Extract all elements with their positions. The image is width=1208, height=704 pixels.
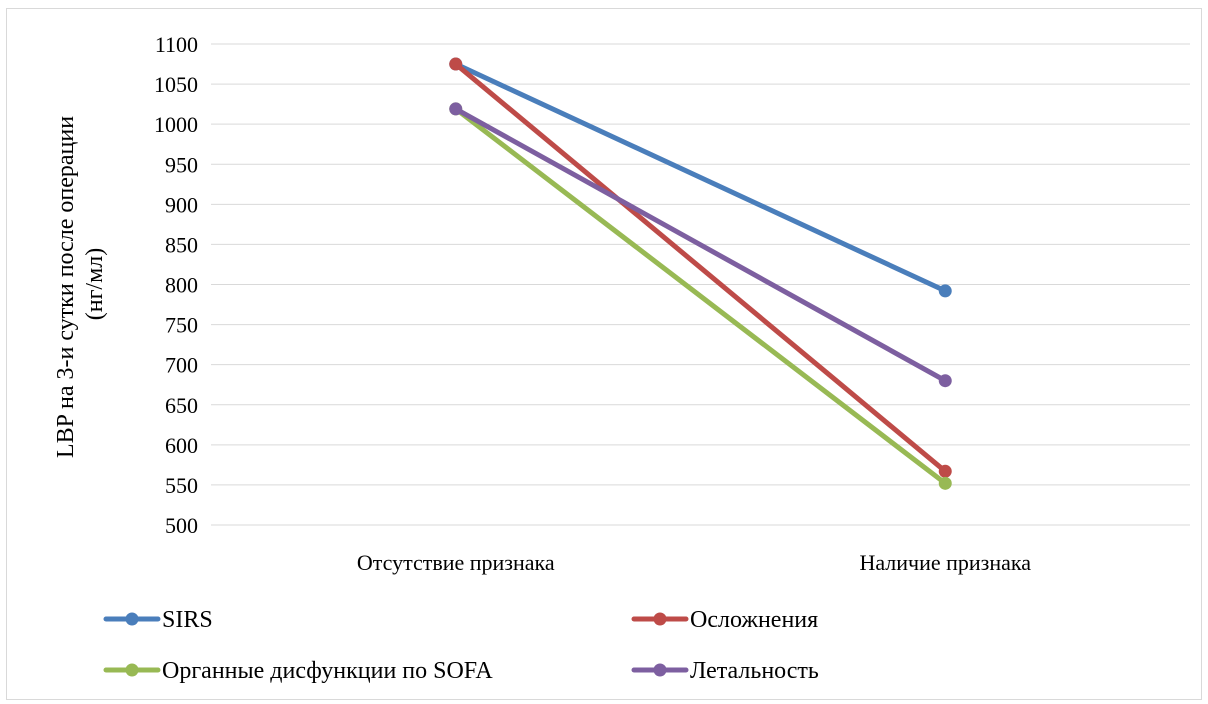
data-point <box>938 464 952 478</box>
y-tick-label: 650 <box>165 393 198 418</box>
legend-label: SIRS <box>162 607 213 633</box>
series <box>449 57 952 478</box>
series-layer <box>449 57 952 490</box>
y-tick-label: 800 <box>165 273 198 298</box>
legend-swatch-marker <box>125 663 139 677</box>
y-tick-label: 700 <box>165 353 198 378</box>
x-axis-ticks: Отсутствие признака Наличие признака <box>357 550 1031 575</box>
chart-frame <box>6 8 1202 700</box>
legend-label: Органные дисфункции по SOFA <box>162 658 493 684</box>
y-tick-label: 750 <box>165 313 198 338</box>
data-point <box>938 284 952 298</box>
legend-item: Летальность <box>631 658 819 684</box>
series-line <box>453 61 948 474</box>
series-line <box>453 61 948 294</box>
data-point <box>449 102 463 116</box>
y-tick-label: 1050 <box>154 72 198 97</box>
y-tick-label: 1000 <box>154 112 198 137</box>
series <box>449 102 952 490</box>
y-axis-title-line2: (нг/мл) <box>82 248 108 321</box>
data-point <box>938 476 952 490</box>
data-point <box>449 57 463 71</box>
y-tick-label: 950 <box>165 152 198 177</box>
legend-item: SIRS <box>103 607 213 633</box>
y-axis-ticks: 500 550 600 650 700 750 800 850 900 950 1000 1050 11… <box>154 32 198 538</box>
y-tick-label: 900 <box>165 192 198 217</box>
y-tick-label: 550 <box>165 473 198 498</box>
legend-item: Осложнения <box>631 607 818 633</box>
series <box>449 57 952 298</box>
legend-item: Органные дисфункции по SOFA <box>103 658 493 684</box>
y-tick-label: 850 <box>165 232 198 257</box>
series <box>449 102 952 388</box>
gridlines <box>211 43 1190 526</box>
series-line <box>453 106 948 384</box>
legend-swatch-marker <box>653 612 667 626</box>
x-tick-label: Наличие признака <box>859 550 1031 575</box>
data-point <box>938 374 952 388</box>
y-tick-label: 600 <box>165 433 198 458</box>
y-tick-label: 1100 <box>155 32 198 57</box>
legend-swatch-marker <box>653 663 667 677</box>
series-line <box>453 106 948 486</box>
legend-label: Осложнения <box>690 607 818 633</box>
legend: SIRS Осложнения Органные дисфункции по SOF… <box>103 607 819 684</box>
y-tick-label: 500 <box>165 513 198 538</box>
x-tick-label: Отсутствие признака <box>357 550 555 575</box>
y-axis-title: LBP на 3-и сутки после операции (нг/мл) <box>53 110 108 458</box>
y-axis-title-line1: LBP на 3-и сутки после операции <box>53 116 79 458</box>
legend-label: Летальность <box>690 658 819 684</box>
legend-swatch-marker <box>125 612 139 626</box>
